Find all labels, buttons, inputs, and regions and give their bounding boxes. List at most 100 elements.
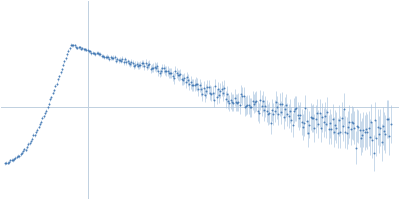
Point: [247, 106, 253, 109]
Point: [109, 56, 115, 60]
Point: [296, 116, 302, 119]
Point: [171, 77, 177, 80]
Point: [316, 111, 323, 114]
Point: [136, 64, 142, 67]
Point: [69, 44, 75, 47]
Point: [239, 95, 246, 98]
Point: [258, 104, 265, 107]
Point: [279, 102, 286, 105]
Point: [29, 137, 35, 140]
Point: [51, 88, 57, 92]
Point: [12, 156, 18, 160]
Point: [338, 116, 345, 120]
Point: [257, 98, 264, 102]
Point: [64, 53, 70, 56]
Point: [178, 78, 185, 81]
Point: [98, 54, 105, 57]
Point: [268, 121, 274, 124]
Point: [149, 67, 155, 70]
Point: [235, 101, 242, 104]
Point: [216, 94, 222, 97]
Point: [176, 74, 182, 77]
Point: [88, 52, 95, 55]
Point: [341, 107, 347, 111]
Point: [366, 127, 372, 130]
Point: [80, 47, 87, 51]
Point: [344, 131, 350, 134]
Point: [274, 106, 280, 109]
Point: [233, 101, 239, 104]
Point: [340, 124, 346, 127]
Point: [200, 86, 207, 89]
Point: [243, 104, 249, 107]
Point: [269, 109, 275, 112]
Point: [70, 44, 77, 47]
Point: [265, 113, 271, 116]
Point: [175, 73, 181, 77]
Point: [10, 158, 16, 162]
Point: [328, 127, 334, 130]
Point: [188, 81, 194, 84]
Point: [163, 69, 170, 73]
Point: [236, 103, 243, 107]
Point: [282, 107, 288, 111]
Point: [292, 107, 298, 110]
Point: [166, 71, 172, 75]
Point: [195, 88, 202, 91]
Point: [204, 86, 211, 89]
Point: [252, 100, 258, 103]
Point: [238, 92, 244, 95]
Point: [159, 67, 166, 70]
Point: [117, 58, 123, 61]
Point: [254, 109, 261, 112]
Point: [369, 138, 376, 141]
Point: [42, 112, 48, 115]
Point: [61, 60, 68, 63]
Point: [312, 118, 319, 121]
Point: [337, 130, 344, 134]
Point: [180, 78, 186, 81]
Point: [359, 134, 365, 137]
Point: [320, 121, 327, 124]
Point: [72, 44, 78, 47]
Point: [19, 151, 25, 154]
Point: [153, 66, 159, 69]
Point: [74, 46, 80, 50]
Point: [32, 134, 38, 137]
Point: [347, 127, 354, 131]
Point: [270, 112, 276, 115]
Point: [95, 52, 101, 55]
Point: [34, 128, 40, 131]
Point: [79, 47, 86, 50]
Point: [66, 46, 73, 50]
Point: [145, 63, 151, 67]
Point: [142, 61, 149, 64]
Point: [202, 93, 208, 96]
Point: [309, 117, 315, 120]
Point: [160, 67, 167, 70]
Point: [240, 95, 247, 98]
Point: [213, 95, 220, 98]
Point: [367, 135, 373, 138]
Point: [322, 115, 328, 118]
Point: [113, 59, 119, 62]
Point: [331, 130, 337, 133]
Point: [128, 61, 135, 64]
Point: [327, 122, 333, 125]
Point: [300, 126, 306, 129]
Point: [48, 95, 55, 99]
Point: [284, 113, 291, 116]
Point: [208, 92, 214, 95]
Point: [385, 118, 391, 121]
Point: [44, 106, 51, 109]
Point: [224, 93, 230, 96]
Point: [377, 126, 384, 129]
Point: [75, 46, 82, 49]
Point: [364, 130, 370, 133]
Point: [217, 89, 224, 92]
Point: [229, 101, 235, 104]
Point: [324, 110, 330, 113]
Point: [280, 115, 287, 118]
Point: [167, 72, 173, 75]
Point: [308, 115, 314, 118]
